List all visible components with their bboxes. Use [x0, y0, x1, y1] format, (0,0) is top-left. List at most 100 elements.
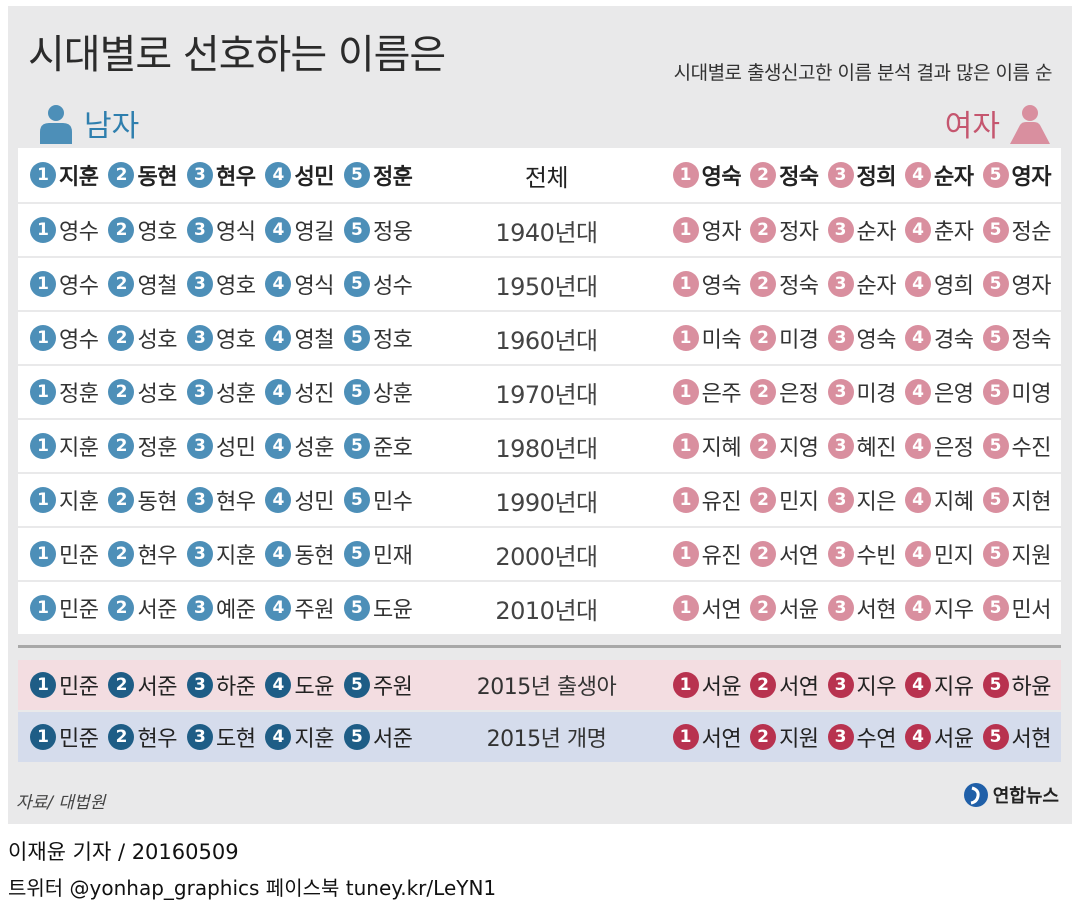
era-label: 1960년대: [495, 326, 598, 355]
rank-badge: 5: [343, 217, 370, 243]
name-text: 주원: [372, 675, 413, 700]
name-item: 2 동현: [108, 484, 177, 516]
name-text: 영자: [701, 220, 742, 245]
name-item: 1 민준: [30, 721, 99, 753]
name-item: 4 동현: [265, 538, 334, 570]
name-text: 영수: [59, 274, 99, 299]
female-label: 여자: [944, 109, 1000, 144]
name-item: 2 은정: [750, 376, 819, 408]
rank-badge: 5: [982, 379, 1009, 405]
rank-badge: 3: [186, 162, 213, 188]
name-item: 5 정웅: [343, 214, 413, 246]
rank-badge: 3: [827, 672, 854, 698]
name-item: 5 성수: [343, 268, 413, 300]
rank-badge: 2: [750, 325, 777, 351]
name-item: 4 경숙: [905, 322, 974, 354]
name-item: 2 성호: [108, 322, 177, 354]
name-text: 예준: [215, 598, 256, 623]
rank-badge: 1: [672, 379, 699, 405]
name-item: 2 서윤: [750, 592, 819, 624]
name-text: 민지: [779, 490, 819, 515]
name-text: 동현: [294, 544, 334, 569]
name-text: 민서: [1011, 598, 1052, 623]
name-item: 3 예준: [186, 592, 256, 624]
name-text: 은정: [779, 382, 819, 407]
rank-badge: 5: [982, 325, 1009, 351]
name-item: 4 지혜: [905, 484, 974, 516]
rank-badge: 1: [672, 541, 699, 567]
name-item: 1 유진: [672, 484, 742, 516]
name-item: 4 춘자: [905, 214, 974, 246]
name-text: 현우: [215, 490, 256, 515]
name-text: 서준: [137, 675, 177, 700]
name-item: 4 은정: [905, 430, 974, 462]
rank-badge: 5: [982, 271, 1009, 297]
rank-badge: 4: [905, 325, 932, 351]
rank-badge: 2: [108, 433, 135, 459]
name-item: 4 영철: [265, 322, 334, 354]
table-row: 1 민준 2 현우 3 도현 4 지훈 5 서준 2015년 개명 1 서연 2 지원 3 수연 4 서윤 5 서현: [18, 712, 1061, 762]
name-text: 민지: [934, 544, 974, 569]
name-text: 지원: [779, 727, 819, 752]
name-item: 1 은주: [672, 376, 742, 408]
rank-badge: 5: [343, 271, 370, 297]
name-item: 2 지원: [750, 721, 819, 753]
name-text: 정훈: [372, 165, 413, 190]
rank-badge: 2: [750, 724, 777, 750]
name-text: 상훈: [372, 382, 413, 407]
name-item: 3 영식: [186, 214, 256, 246]
rank-badge: 3: [186, 217, 213, 243]
name-item: 5 서현: [982, 721, 1052, 753]
name-item: 2 영호: [108, 214, 177, 246]
name-text: 정순: [1011, 220, 1052, 245]
era-label: 2015년 출생아: [476, 675, 617, 700]
female-names: 1 미숙 2 미경 3 영숙 4 경숙 5 정숙: [641, 322, 1061, 354]
name-item: 1 영수: [30, 322, 99, 354]
male-names: 1 지훈 2 동현 3 현우 4 성민 5 정훈: [18, 159, 452, 191]
rank-badge: 2: [108, 271, 135, 297]
name-text: 정웅: [372, 220, 413, 245]
name-text: 서윤: [701, 675, 742, 700]
rank-badge: 2: [750, 541, 777, 567]
female-names: 1 영숙 2 정숙 3 순자 4 영희 5 영자: [641, 268, 1061, 300]
name-text: 지혜: [934, 490, 974, 515]
rank-badge: 5: [343, 595, 370, 621]
name-text: 하준: [215, 675, 256, 700]
rank-badge: 3: [186, 672, 213, 698]
name-text: 정훈: [59, 382, 99, 407]
rank-badge: 1: [672, 162, 699, 188]
table-row: 1 지훈 2 정훈 3 성민 4 성훈 5 준호 1980년대 1 지혜 2 지영 3 혜진 4 은정 5 수진: [18, 420, 1061, 474]
rank-badge: 3: [186, 541, 213, 567]
name-text: 지현: [1011, 490, 1052, 515]
names-table: 1 지훈 2 동현 3 현우 4 성민 5 정훈 전체 1 영숙 2 정숙 3 정희 4 순자 5 영자 1 영수 2 영호 3 영…: [18, 148, 1061, 636]
name-text: 수진: [1011, 436, 1052, 461]
name-item: 3 지은: [827, 484, 897, 516]
name-item: 4 서윤: [905, 721, 974, 753]
name-item: 2 정숙: [750, 268, 819, 300]
name-item: 1 지혜: [672, 430, 742, 462]
name-text: 지우: [856, 675, 897, 700]
name-item: 4 지유: [905, 669, 974, 701]
name-item: 5 미영: [982, 376, 1052, 408]
name-item: 2 정자: [750, 214, 819, 246]
name-text: 지훈: [59, 436, 99, 461]
rank-badge: 4: [905, 433, 932, 459]
rank-badge: 5: [343, 379, 370, 405]
name-text: 서윤: [934, 727, 974, 752]
rank-badge: 5: [982, 487, 1009, 513]
female-person-icon: [1010, 105, 1050, 144]
name-text: 영자: [1011, 274, 1052, 299]
rank-badge: 5: [343, 162, 370, 188]
name-text: 미숙: [701, 328, 742, 353]
era-label: 2010년대: [495, 596, 598, 625]
name-item: 3 수연: [827, 721, 897, 753]
name-text: 민준: [59, 598, 99, 623]
yonhap-logo-icon: [963, 783, 988, 807]
name-item: 3 혜진: [827, 430, 897, 462]
name-text: 서연: [779, 675, 819, 700]
name-text: 은영: [934, 382, 974, 407]
rank-badge: 1: [30, 325, 56, 351]
era-label: 1980년대: [495, 434, 598, 463]
divider: [18, 645, 1061, 648]
name-item: 3 지훈: [186, 538, 256, 570]
